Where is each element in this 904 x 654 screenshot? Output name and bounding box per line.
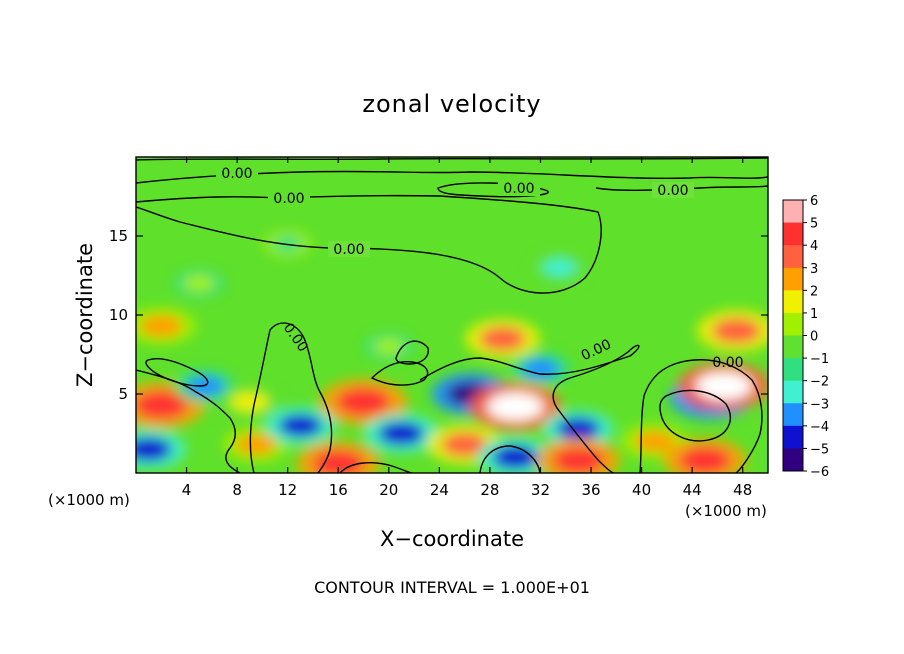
y-tick-label: 10: [109, 306, 128, 324]
contour-line: [595, 185, 768, 191]
colorbar-label: −2: [810, 375, 829, 390]
x-tick-label: 40: [632, 481, 651, 499]
x-tick-label: 48: [733, 481, 752, 499]
y-tick-label: 5: [118, 385, 128, 403]
x-tick-label: 44: [683, 481, 702, 499]
colorbar-swatch: [783, 200, 803, 224]
field-background: [136, 157, 768, 473]
contour-line: [370, 361, 429, 386]
x-tick-label: 32: [531, 481, 550, 499]
velocity-anomaly-core: [312, 450, 364, 473]
colorbar: 6 5 4 3 2 1 0 −1 −2 −3 −4 −5 −6: [782, 194, 829, 480]
x-axis-label: X−coordinate: [380, 527, 524, 551]
colorbar-label: 3: [810, 262, 818, 277]
x-axis: 4 8 12 16 20 24 28 32 36 40 44 48: [182, 157, 752, 499]
colorbar-swatch: [783, 335, 803, 359]
contour-label: 0.00: [657, 183, 688, 199]
colorbar-label: 4: [810, 239, 818, 254]
contour-line: [249, 322, 333, 473]
colorbar-swatch: [783, 245, 803, 269]
contour-label: 0.00: [503, 181, 534, 197]
colorbar-swatch: [783, 222, 803, 246]
velocity-anomaly-core: [552, 447, 604, 473]
velocity-anomaly-core: [441, 432, 488, 457]
contour-line: [419, 344, 640, 473]
velocity-anomaly-core: [136, 391, 188, 419]
x-tick-label: 28: [480, 481, 499, 499]
colorbar-label: 5: [810, 217, 818, 232]
plot-area: [136, 157, 768, 473]
contour-line: [395, 340, 429, 365]
x-tick-label: 16: [329, 481, 348, 499]
colorbar-label: −3: [810, 397, 829, 412]
contour-line: [479, 445, 541, 473]
contour-line: [659, 389, 731, 442]
velocity-anomaly-core: [479, 327, 526, 351]
contour-line: [339, 461, 413, 473]
colorbar-swatch: [783, 425, 803, 449]
y-tick-label: 15: [109, 227, 128, 245]
velocity-anomaly-core: [492, 445, 539, 469]
colorbar-swatch: [783, 312, 803, 336]
x-tick-label: 36: [581, 481, 600, 499]
contour-label: 0.00: [712, 355, 743, 371]
colorbar-label: 2: [810, 284, 818, 299]
velocity-field: [136, 230, 768, 473]
velocity-anomaly-core: [542, 258, 577, 277]
colorbar-label: 0: [810, 330, 818, 345]
colorbar-label: 6: [810, 194, 818, 209]
velocity-anomaly-core: [230, 391, 269, 412]
colorbar-label: 1: [810, 307, 818, 322]
velocity-anomaly-core: [136, 437, 172, 461]
chart-title: zonal velocity: [362, 90, 541, 118]
x-tick-label: 12: [278, 481, 297, 499]
contour-label: 0.00: [273, 191, 304, 207]
y-axis: 5 10 15: [109, 227, 768, 403]
y-axis-label: Z−coordinate: [73, 243, 97, 387]
velocity-anomaly-core: [139, 314, 183, 338]
velocity-anomaly-core: [336, 388, 391, 416]
contour-line: [136, 157, 768, 161]
x-tick-label: 20: [379, 481, 398, 499]
velocity-anomaly-core: [278, 414, 322, 437]
velocity-anomaly-core: [186, 376, 225, 397]
colorbar-label: −5: [810, 442, 829, 457]
colorbar-label: −1: [810, 352, 829, 367]
x-tick-label: 4: [182, 481, 192, 499]
velocity-anomaly-core: [695, 372, 752, 401]
velocity-anomaly-core: [556, 417, 600, 440]
contour-label: 0.00: [221, 166, 252, 182]
velocity-anomaly-core: [235, 434, 277, 456]
contour-line: [639, 359, 763, 473]
contour-line: [437, 182, 549, 198]
x-tick-label: 24: [430, 481, 449, 499]
x-tick-label: 8: [232, 481, 242, 499]
colorbar-swatch: [783, 448, 803, 472]
x-unit-right: (×1000 m): [685, 502, 767, 520]
contour-line: [145, 358, 209, 387]
velocity-anomaly-core: [487, 392, 544, 421]
velocity-anomaly-core: [712, 318, 761, 344]
colorbar-label: −6: [810, 465, 829, 480]
velocity-anomaly-core: [183, 275, 215, 292]
colorbar-swatch: [783, 267, 803, 291]
velocity-anomaly-core: [378, 421, 425, 446]
colorbar-swatch: [783, 358, 803, 382]
x-unit-left: (×1000 m): [48, 491, 130, 509]
contour-label: 0.00: [333, 242, 364, 258]
velocity-anomaly-core: [373, 338, 404, 355]
colorbar-swatch: [783, 403, 803, 427]
colorbar-swatch: [783, 380, 803, 404]
colorbar-label: −4: [810, 420, 829, 435]
velocity-anomaly-core: [633, 430, 675, 452]
contour-interval-note: CONTOUR INTERVAL = 1.000E+01: [314, 578, 590, 597]
velocity-anomaly-core: [679, 447, 731, 473]
velocity-anomaly-core: [521, 358, 560, 379]
colorbar-swatch: [783, 290, 803, 314]
